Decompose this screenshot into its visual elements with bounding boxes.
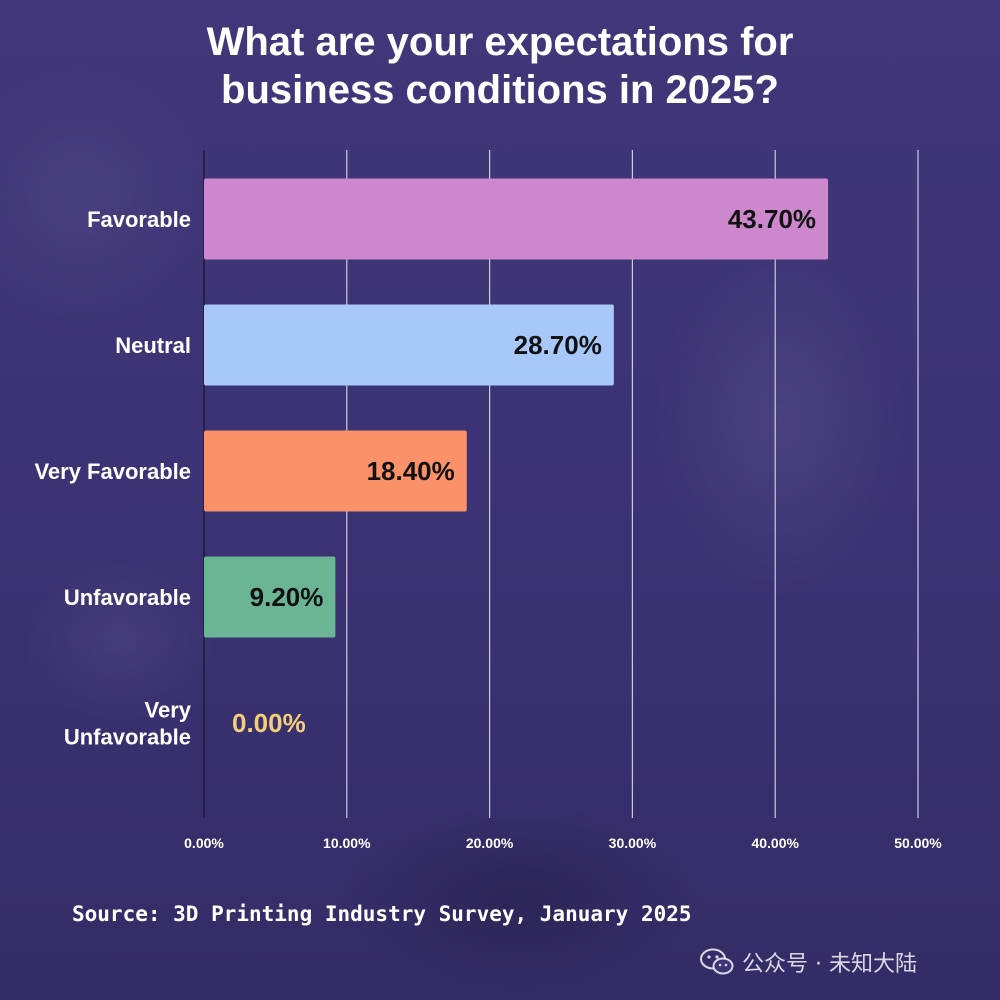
chart-title-line-2: business conditions in 2025? (221, 68, 779, 112)
watermark: 公众号 · 未知大陆 (700, 946, 917, 978)
category-label: Neutral (115, 333, 191, 358)
bar (204, 304, 614, 386)
data-label: 9.20% (250, 582, 324, 612)
chart-title: What are your expectations for business … (0, 18, 1000, 114)
data-label: 18.40% (367, 456, 455, 486)
category-label: Very (145, 698, 192, 723)
wechat-icon (700, 948, 734, 975)
bar (204, 556, 336, 638)
x-tick-label: 10.00% (323, 835, 371, 851)
category-label: Very Favorable (34, 459, 191, 484)
watermark-text: 公众号 · 未知大陆 (742, 952, 917, 977)
x-tick-label: 50.00% (894, 835, 942, 851)
chart-title-line-1: What are your expectations for (206, 20, 794, 64)
data-label: 0.00% (232, 708, 306, 738)
x-tick-label: 30.00% (609, 835, 657, 851)
source-note: Source: 3D Printing Industry Survey, Jan… (72, 902, 692, 926)
category-label: Unfavorable (64, 585, 191, 610)
data-label: 43.70% (728, 204, 816, 234)
x-tick-label: 40.00% (751, 835, 799, 851)
bar (204, 178, 829, 260)
category-label: Favorable (87, 207, 191, 232)
bar (204, 430, 467, 512)
x-tick-label: 20.00% (466, 835, 514, 851)
category-label: Unfavorable (64, 725, 191, 750)
x-tick-label: 0.00% (184, 835, 224, 851)
data-label: 28.70% (514, 330, 602, 360)
